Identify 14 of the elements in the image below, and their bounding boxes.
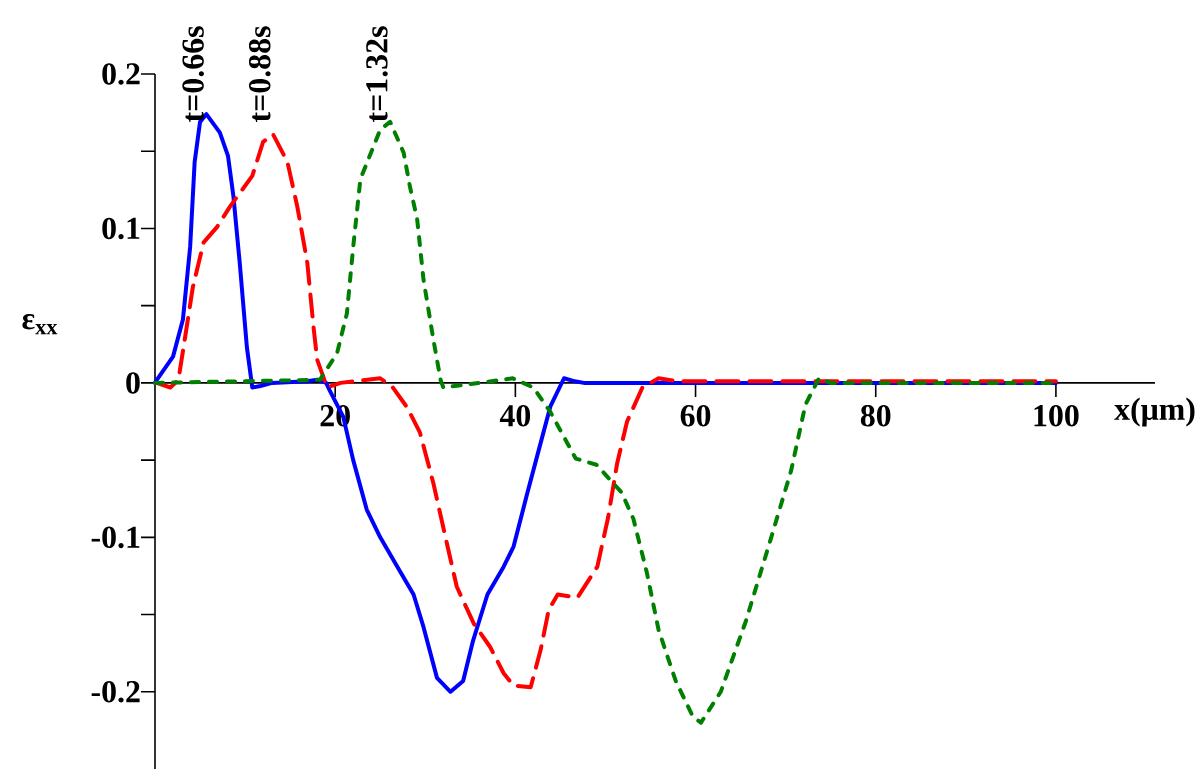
x-tick-label: 60 [680, 404, 711, 427]
y-tick-label: 0 [126, 372, 140, 394]
x-tick-label: 80 [860, 404, 891, 427]
x-tick-label: 40 [499, 404, 531, 427]
x-axis-title: x(μm) [1114, 397, 1195, 427]
y-tick-label: -0.1 [91, 526, 140, 549]
x-tick-label: 100 [1034, 404, 1079, 427]
y-axis-title: ε$_{xx}$ [22, 314, 58, 335]
y-tick-label: 0.1 [102, 217, 140, 240]
text: t=1.32s [366, 26, 388, 122]
y-tick-label: 0.2 [102, 63, 140, 85]
text: t=0.66s [182, 26, 204, 122]
text: t=0.88s [248, 26, 271, 122]
y-tick-label: -0.2 [91, 680, 140, 703]
